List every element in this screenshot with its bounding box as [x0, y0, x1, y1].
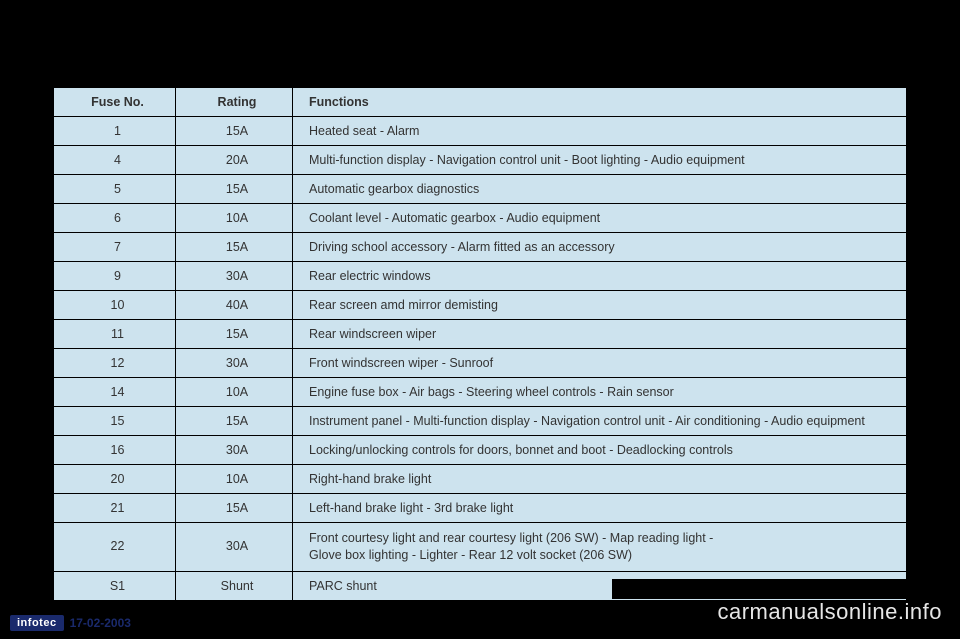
table-row: 1630ALocking/unlocking controls for door… [54, 436, 907, 465]
table-row: 1040ARear screen amd mirror demisting [54, 291, 907, 320]
infotec-date: 17-02-2003 [70, 616, 131, 630]
cell-rating: 10A [176, 378, 293, 407]
table-row: 610ACoolant level - Automatic gearbox - … [54, 204, 907, 233]
cell-fuse: 10 [54, 291, 176, 320]
cell-function: Front courtesy light and rear courtesy l… [293, 523, 907, 572]
table-header-row: Fuse No. Rating Functions [54, 88, 907, 117]
cell-rating: 15A [176, 320, 293, 349]
table-row: 115AHeated seat - Alarm [54, 117, 907, 146]
cell-fuse: 5 [54, 175, 176, 204]
cell-rating: 30A [176, 523, 293, 572]
cell-function: Front windscreen wiper - Sunroof [293, 349, 907, 378]
cell-fuse: 7 [54, 233, 176, 262]
cell-fuse: 6 [54, 204, 176, 233]
cell-fuse: 9 [54, 262, 176, 291]
cell-rating: 10A [176, 465, 293, 494]
cell-rating: 15A [176, 494, 293, 523]
cell-function: Rear electric windows [293, 262, 907, 291]
watermark: carmanualsonline.info [717, 599, 942, 625]
cell-rating: 30A [176, 436, 293, 465]
header-rating: Rating [176, 88, 293, 117]
fuse-table-wrapper: Fuse No. Rating Functions 115AHeated sea… [53, 87, 907, 601]
cell-rating: 15A [176, 117, 293, 146]
header-fuse: Fuse No. [54, 88, 176, 117]
table-row: 2115ALeft-hand brake light - 3rd brake l… [54, 494, 907, 523]
cell-rating: 15A [176, 175, 293, 204]
table-row: 1410AEngine fuse box - Air bags - Steeri… [54, 378, 907, 407]
cell-fuse: 21 [54, 494, 176, 523]
table-row: 420AMulti-function display - Navigation … [54, 146, 907, 175]
cell-rating: 30A [176, 262, 293, 291]
cell-rating: 40A [176, 291, 293, 320]
table-row: 715ADriving school accessory - Alarm fit… [54, 233, 907, 262]
cell-rating: 20A [176, 146, 293, 175]
cell-fuse: 22 [54, 523, 176, 572]
table-row: 1515AInstrument panel - Multi-function d… [54, 407, 907, 436]
table-row: 515AAutomatic gearbox diagnostics [54, 175, 907, 204]
cell-fuse: 14 [54, 378, 176, 407]
infotec-footer: infotec 17-02-2003 [10, 615, 131, 631]
cell-fuse: 11 [54, 320, 176, 349]
cell-fuse: 15 [54, 407, 176, 436]
cell-rating: Shunt [176, 571, 293, 600]
table-row: 1115ARear windscreen wiper [54, 320, 907, 349]
cell-fuse: 1 [54, 117, 176, 146]
cell-function: Heated seat - Alarm [293, 117, 907, 146]
cell-rating: 10A [176, 204, 293, 233]
cell-function: Rear windscreen wiper [293, 320, 907, 349]
infotec-badge: infotec [10, 615, 64, 631]
table-row: 1230AFront windscreen wiper - Sunroof [54, 349, 907, 378]
cell-fuse: 4 [54, 146, 176, 175]
cell-function: Driving school accessory - Alarm fitted … [293, 233, 907, 262]
cell-function: Engine fuse box - Air bags - Steering wh… [293, 378, 907, 407]
cell-fuse: 16 [54, 436, 176, 465]
fuse-table: Fuse No. Rating Functions 115AHeated sea… [53, 87, 907, 601]
cell-rating: 30A [176, 349, 293, 378]
header-functions: Functions [293, 88, 907, 117]
cell-function: Locking/unlocking controls for doors, bo… [293, 436, 907, 465]
cell-function: Right-hand brake light [293, 465, 907, 494]
table-row: 930ARear electric windows [54, 262, 907, 291]
cell-fuse: 12 [54, 349, 176, 378]
cell-function: Multi-function display - Navigation cont… [293, 146, 907, 175]
cell-function: Rear screen amd mirror demisting [293, 291, 907, 320]
black-bar [612, 579, 942, 599]
cell-rating: 15A [176, 407, 293, 436]
cell-fuse: S1 [54, 571, 176, 600]
table-row: 2010ARight-hand brake light [54, 465, 907, 494]
cell-function: Instrument panel - Multi-function displa… [293, 407, 907, 436]
table-row: 2230AFront courtesy light and rear court… [54, 523, 907, 572]
cell-function: Automatic gearbox diagnostics [293, 175, 907, 204]
cell-rating: 15A [176, 233, 293, 262]
cell-function: Left-hand brake light - 3rd brake light [293, 494, 907, 523]
cell-function: Coolant level - Automatic gearbox - Audi… [293, 204, 907, 233]
cell-fuse: 20 [54, 465, 176, 494]
